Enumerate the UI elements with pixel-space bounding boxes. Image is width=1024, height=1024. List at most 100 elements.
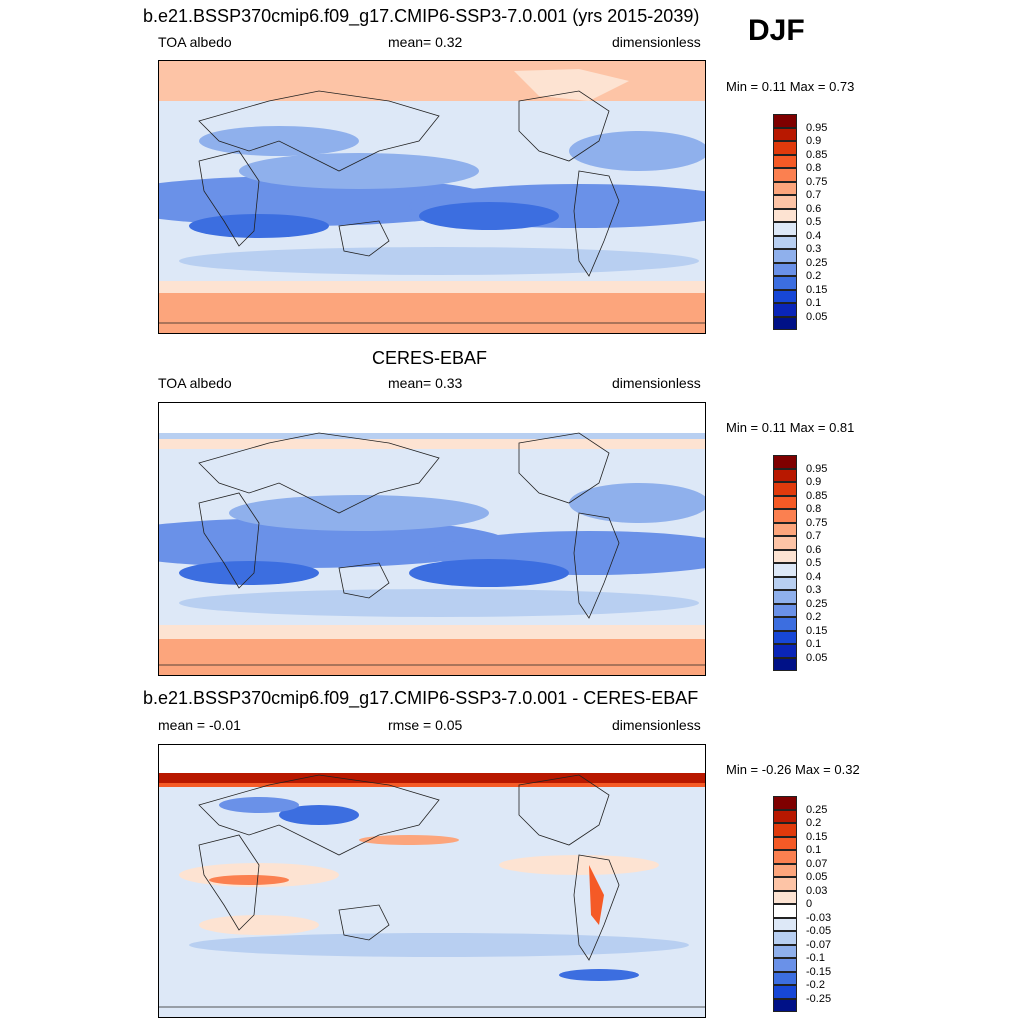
panel-2-mean-label: mean= 0.33 xyxy=(388,375,463,391)
colorbar-tick-label: -0.25 xyxy=(806,992,832,1005)
colorbar-segment xyxy=(773,208,797,222)
colorbar-tick-label: 0.07 xyxy=(806,857,828,870)
panel-1-map xyxy=(158,60,706,334)
colorbar-segment xyxy=(773,168,797,182)
colorbar-segment xyxy=(773,657,797,671)
colorbar-segment xyxy=(773,958,797,972)
colorbar-segment xyxy=(773,985,797,999)
colorbar-segment xyxy=(773,249,797,263)
colorbar-tick-label: 0.2 xyxy=(806,270,822,282)
panel-1-map-svg xyxy=(159,61,705,333)
colorbar-tick-label: 0.25 xyxy=(806,256,828,269)
colorbar-segment xyxy=(773,114,797,128)
colorbar-segment xyxy=(773,276,797,290)
colorbar-segment xyxy=(773,235,797,249)
panel-1-title: b.e21.BSSP370cmip6.f09_g17.CMIP6-SSP3-7.… xyxy=(143,6,700,26)
colorbar-tick-label: 0.6 xyxy=(806,543,822,556)
colorbar-segment xyxy=(773,904,797,918)
colorbar-tick-label: 0.2 xyxy=(806,817,822,829)
colorbar-segment xyxy=(773,303,797,317)
panel-3-rmse-label: rmse = 0.05 xyxy=(388,717,463,733)
colorbar-segment xyxy=(773,863,797,877)
colorbar-tick-label: 0.15 xyxy=(806,283,828,296)
panel-2-units-label: dimensionless xyxy=(612,375,701,391)
colorbar-segment xyxy=(773,522,797,536)
panel-1-minmax: Min = 0.11 Max = 0.73 xyxy=(726,79,855,94)
colorbar-segment xyxy=(773,877,797,891)
colorbar-segment xyxy=(773,549,797,563)
colorbar-segment xyxy=(773,630,797,644)
colorbar-segment xyxy=(773,796,797,810)
colorbar-segment xyxy=(773,141,797,155)
colorbar-tick-label: 0.1 xyxy=(806,638,822,650)
panel-2-title: CERES-EBAF xyxy=(372,348,488,368)
colorbar-tick-label: 0.85 xyxy=(806,489,828,502)
colorbar-segment xyxy=(773,222,797,236)
colorbar-tick-label: 0.95 xyxy=(806,462,828,475)
colorbar-tick-label: 0.85 xyxy=(806,148,828,161)
colorbar-segment xyxy=(773,931,797,945)
colorbar-segment xyxy=(773,617,797,631)
colorbar-tick-label: 0.03 xyxy=(806,884,828,897)
colorbar-tick-label: -0.05 xyxy=(806,925,832,937)
panel-3-mean-label: mean = -0.01 xyxy=(158,717,241,733)
colorbar-tick-label: 0.75 xyxy=(806,516,828,529)
colorbar-tick-label: 0.3 xyxy=(806,584,822,596)
colorbar-tick-label: 0.95 xyxy=(806,121,828,134)
colorbar-tick-label: 0.3 xyxy=(806,243,822,255)
colorbar-tick-label: -0.07 xyxy=(806,938,832,951)
panel-2-map xyxy=(158,402,706,676)
colorbar-tick-label: 0.05 xyxy=(806,310,828,323)
colorbar-segment xyxy=(773,316,797,330)
colorbar-segment xyxy=(773,154,797,168)
colorbar-segment xyxy=(773,809,797,823)
colorbar-tick-label: 0 xyxy=(806,898,813,910)
colorbar-segment xyxy=(773,644,797,658)
colorbar-tick-label: 0.7 xyxy=(806,530,822,542)
colorbar-segment xyxy=(773,262,797,276)
colorbar-tick-label: 0.8 xyxy=(806,503,822,515)
colorbar-segment xyxy=(773,971,797,985)
colorbar-tick-label: 0.9 xyxy=(806,135,822,147)
colorbar-tick-label: 0.4 xyxy=(806,570,822,583)
colorbar-tick-label: -0.2 xyxy=(806,979,825,991)
panel-1-variable-label: TOA albedo xyxy=(158,34,232,50)
colorbar-tick-label: 0.5 xyxy=(806,216,822,228)
colorbar-segment xyxy=(773,944,797,958)
colorbar-tick-label: -0.03 xyxy=(806,911,832,924)
colorbar-segment xyxy=(773,998,797,1012)
colorbar-segment xyxy=(773,181,797,195)
colorbar-tick-label: 0.25 xyxy=(806,803,828,816)
colorbar-segment xyxy=(773,482,797,496)
colorbar-tick-label: 0.5 xyxy=(806,557,822,569)
panel-2-minmax: Min = 0.11 Max = 0.81 xyxy=(726,420,855,435)
colorbar-tick-label: 0.2 xyxy=(806,611,822,623)
colorbar-tick-label: -0.1 xyxy=(806,952,825,964)
colorbar-segment xyxy=(773,576,797,590)
colorbar-segment xyxy=(773,509,797,523)
colorbar-tick-label: 0.6 xyxy=(806,202,822,215)
season-label: DJF xyxy=(748,14,805,47)
colorbar-tick-label: 0.05 xyxy=(806,651,828,664)
panel-3-title: b.e21.BSSP370cmip6.f09_g17.CMIP6-SSP3-7.… xyxy=(143,688,699,708)
colorbar-tick-label: 0.1 xyxy=(806,844,822,856)
panel-2-colorbar xyxy=(773,455,797,671)
colorbar-segment xyxy=(773,836,797,850)
panel-2-variable-label: TOA albedo xyxy=(158,375,232,391)
colorbar-segment xyxy=(773,823,797,837)
colorbar-segment xyxy=(773,455,797,469)
colorbar-segment xyxy=(773,850,797,864)
colorbar-segment xyxy=(773,917,797,931)
panel-2-map-svg xyxy=(159,403,705,675)
panel-1-colorbar xyxy=(773,114,797,330)
panel-3-minmax: Min = -0.26 Max = 0.32 xyxy=(726,762,860,777)
panel-3-map xyxy=(158,744,706,1018)
colorbar-tick-label: 0.25 xyxy=(806,597,828,610)
colorbar-tick-label: 0.8 xyxy=(806,162,822,174)
colorbar-segment xyxy=(773,289,797,303)
panel-3-colorbar xyxy=(773,796,797,1012)
panel-3-map-svg xyxy=(159,745,705,1017)
panel-3-units-label: dimensionless xyxy=(612,717,701,733)
colorbar-segment xyxy=(773,468,797,482)
colorbar-tick-label: 0.05 xyxy=(806,871,828,883)
